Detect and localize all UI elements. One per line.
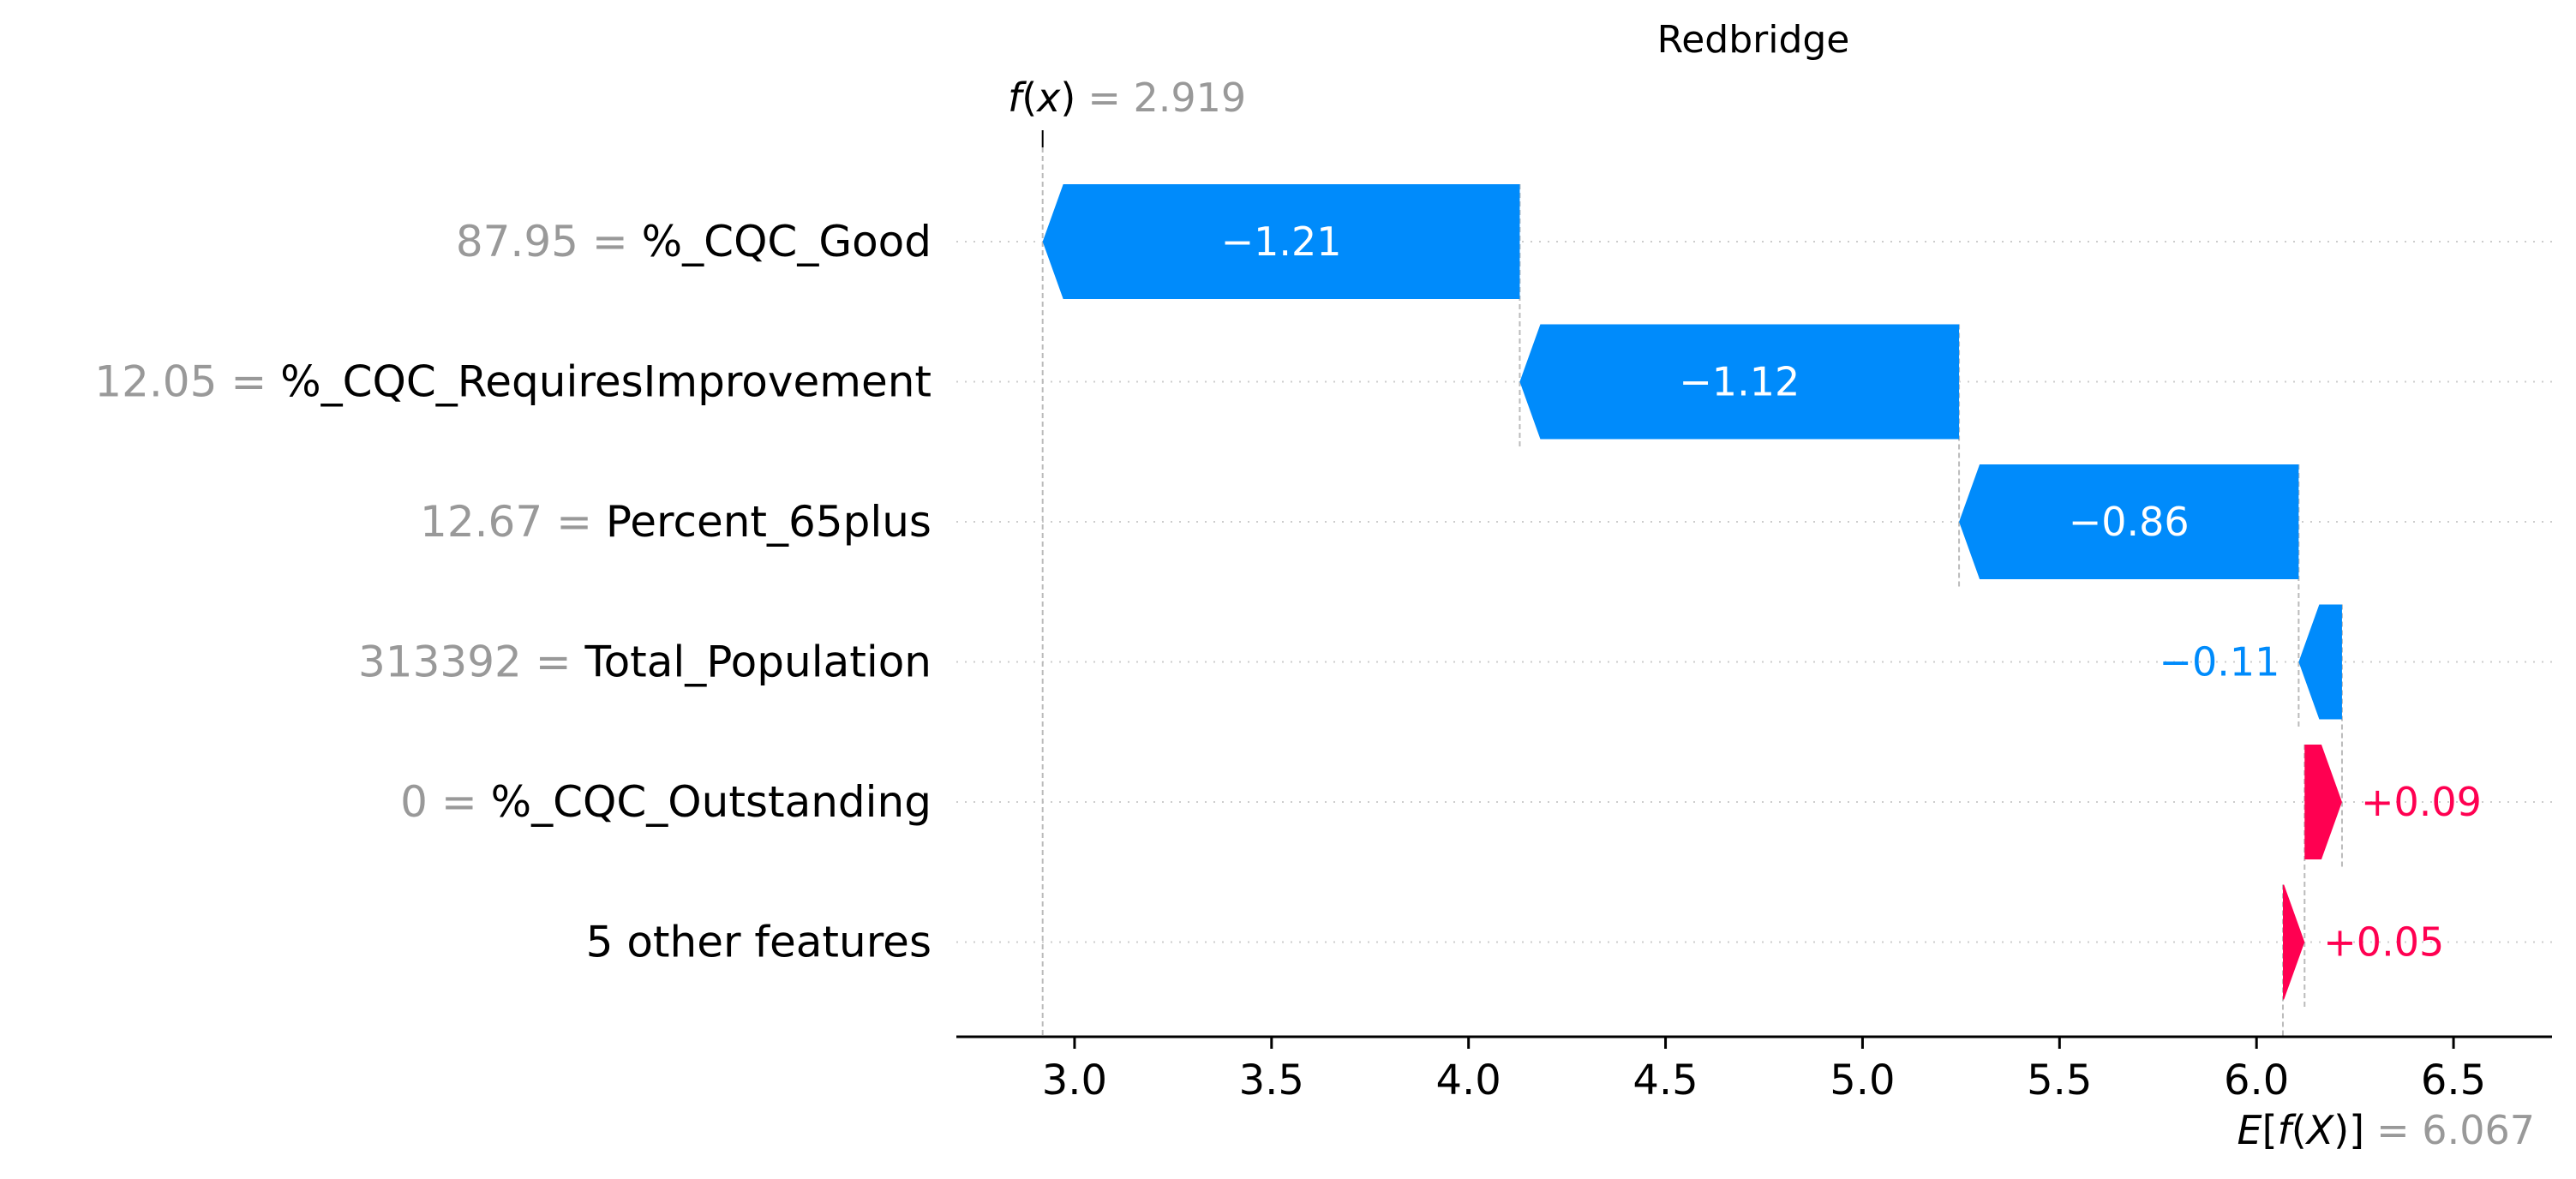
- x-tick-label: 6.5: [2421, 1056, 2486, 1104]
- chart-title: Redbridge: [1657, 18, 1850, 62]
- efx-prefix: E: [2238, 1107, 2262, 1153]
- bar-6: [2282, 884, 2305, 1000]
- x-tick-label: 4.0: [1436, 1056, 1501, 1104]
- feature-value: 0 =: [400, 777, 491, 827]
- x-tick-label: 6.0: [2224, 1056, 2289, 1104]
- feature-label: 313392 = Total_Population: [358, 637, 932, 687]
- feature-name: %_CQC_Outstanding: [491, 777, 932, 827]
- bar-value-label: −0.86: [2069, 499, 2190, 545]
- bar-value-label: +0.05: [2323, 919, 2444, 966]
- fx-arg: x: [1035, 75, 1061, 121]
- feature-name: %_CQC_Good: [642, 217, 932, 266]
- feature-name: %_CQC_RequiresImprovement: [280, 357, 932, 407]
- feature-name: Percent_65plus: [606, 497, 932, 547]
- fx-value: = 2.919: [1087, 75, 1246, 121]
- bar-2: [1519, 324, 1960, 440]
- bar-5: [2304, 745, 2342, 859]
- efx-value: = 6.067: [2376, 1107, 2535, 1153]
- feature-value: 313392 =: [358, 637, 585, 687]
- label-layer: −1.21 87.95 = %_CQC_Good −1.12 12.05 = %_CQ…: [94, 217, 2482, 967]
- x-tick-label: 3.0: [1042, 1056, 1107, 1104]
- x-tick-label: 5.5: [2027, 1056, 2092, 1104]
- feature-label: 0 = %_CQC_Outstanding: [400, 777, 932, 827]
- bar-layer: [1042, 184, 2342, 1000]
- feature-label: 12.67 = Percent_65plus: [420, 497, 932, 547]
- x-tick-label: 4.5: [1632, 1056, 1698, 1104]
- bar-value-label: −1.12: [1679, 359, 1800, 405]
- grid-layer: [956, 241, 2552, 943]
- feature-label: 12.05 = %_CQC_RequiresImprovement: [94, 357, 932, 407]
- x-axis: 3.0 3.5 4.0 4.5 5.0 5.5 6.0 6.5: [956, 1035, 2552, 1104]
- bar-3: [1959, 464, 2299, 579]
- x-tick-label: 5.0: [1830, 1056, 1895, 1104]
- feature-value: 12.67 =: [420, 497, 606, 547]
- efx-arg: X: [2305, 1107, 2335, 1153]
- bar-1: [1042, 184, 1520, 299]
- fx-annotation: f(x) = 2.919: [1008, 75, 1246, 121]
- bar-value-label: −1.21: [1221, 218, 1342, 265]
- efx-annotation: E[f(X)] = 6.067: [2238, 1107, 2535, 1153]
- x-tick-label: 3.5: [1239, 1056, 1304, 1104]
- feature-name: 5 other features: [586, 918, 932, 967]
- feature-label: 5 other features: [586, 918, 932, 967]
- bar-value-label: −0.11: [2159, 639, 2279, 685]
- bar-value-label: +0.09: [2361, 779, 2482, 825]
- feature-name: Total_Population: [584, 637, 932, 687]
- feature-value: 12.05 =: [94, 357, 280, 407]
- bar-4: [2298, 604, 2342, 720]
- feature-value: 87.95 =: [456, 217, 642, 266]
- feature-label: 87.95 = %_CQC_Good: [456, 217, 932, 266]
